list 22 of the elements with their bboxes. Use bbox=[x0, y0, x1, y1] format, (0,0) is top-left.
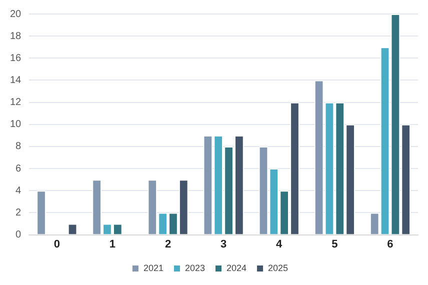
y-tick-label: 8 bbox=[16, 141, 22, 152]
x-tick-label: 0 bbox=[54, 238, 60, 250]
y-tick-label: 14 bbox=[10, 74, 22, 86]
y-tick-label: 18 bbox=[10, 30, 22, 42]
y-tick-label: 16 bbox=[10, 52, 22, 64]
x-tick-label: 3 bbox=[220, 238, 227, 250]
legend-label: 2021 bbox=[143, 262, 164, 273]
y-tick-label: 0 bbox=[16, 230, 22, 241]
legend-label: 2024 bbox=[226, 262, 247, 273]
y-tick-label: 4 bbox=[16, 185, 22, 196]
x-tick-label: 5 bbox=[332, 238, 338, 250]
y-tick-label: 12 bbox=[10, 97, 22, 108]
x-tick-label: 2 bbox=[164, 238, 172, 250]
x-tick-label: 4 bbox=[276, 238, 284, 250]
legend-label: 2025 bbox=[268, 262, 288, 273]
y-tick-label: 2 bbox=[16, 207, 22, 218]
y-tick-label: 20 bbox=[10, 8, 22, 20]
y-tick-label: 6 bbox=[16, 163, 22, 174]
legend-label: 2023 bbox=[184, 262, 206, 273]
y-tick-label: 10 bbox=[10, 119, 22, 130]
x-tick-label: 6 bbox=[387, 238, 394, 250]
x-tick-label: 1 bbox=[109, 238, 116, 250]
